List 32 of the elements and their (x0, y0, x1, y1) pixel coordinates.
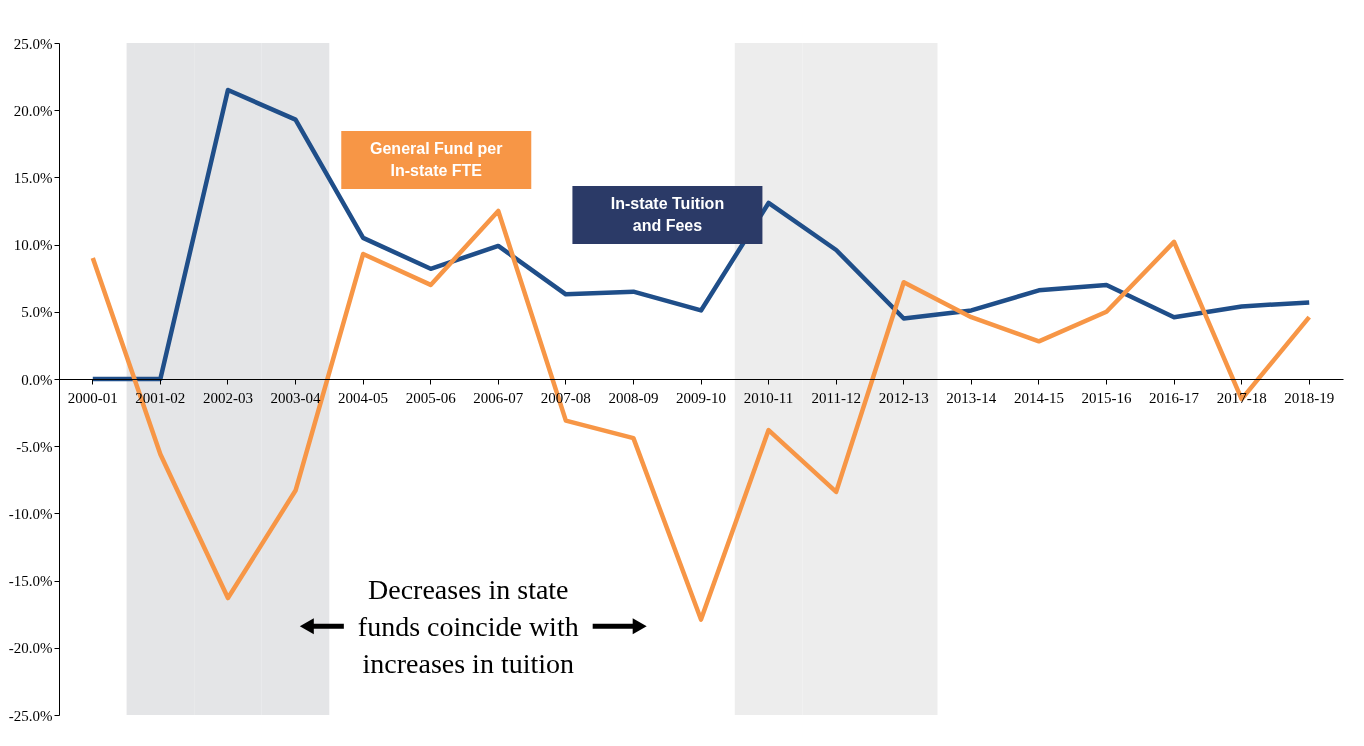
y-tick-label: -10.0% (8, 505, 53, 522)
x-tick-label: 2011-12 (811, 389, 861, 406)
x-tick-label: 2003-04 (270, 389, 322, 406)
y-tick-label: -5.0% (16, 438, 53, 455)
annotation: Decreases in state funds coincide with increases in tuition (357, 573, 579, 679)
x-tick-label: 2015-16 (1081, 389, 1132, 406)
x-tick-label: 2004-05 (338, 389, 389, 406)
series-label: In-state Tuition and Fees (610, 195, 725, 235)
y-tick-label: 20.0% (13, 102, 53, 119)
y-tick-label: -25.0% (8, 707, 53, 724)
y-tick-label: -20.0% (8, 640, 53, 657)
x-tick-label: 2000-01 (67, 389, 118, 406)
y-tick-label: 0.0% (21, 371, 53, 388)
y-tick-label: 25.0% (13, 35, 53, 52)
line-series (90, 87, 1312, 382)
y-tick-label: -15.0% (8, 573, 53, 590)
x-tick-label: 2017-18 (1216, 389, 1267, 406)
x-tick-label: 2012-13 (878, 389, 929, 406)
x-tick-label: 2006-07 (473, 389, 524, 406)
x-tick-label: 2016-17 (1149, 389, 1200, 406)
x-tick-label: 2002-03 (202, 389, 253, 406)
x-tick-label: 2013-14 (946, 389, 997, 406)
x-tick-label: 2014-15 (1013, 389, 1064, 406)
text: General Fund per In-state FTE (370, 139, 503, 179)
y-tick-label: 10.0% (13, 237, 53, 254)
x-tick-label: 2005-06 (405, 389, 457, 406)
x-tick-label: 2008-09 (608, 389, 659, 406)
y-tick-label: 5.0% (21, 304, 53, 321)
x-tick-label: 2018-19 (1284, 389, 1335, 406)
y-tick-label: 15.0% (13, 169, 53, 186)
x-tick-label: 2010-11 (743, 389, 794, 406)
x-tick-label: 2009-10 (676, 389, 726, 406)
